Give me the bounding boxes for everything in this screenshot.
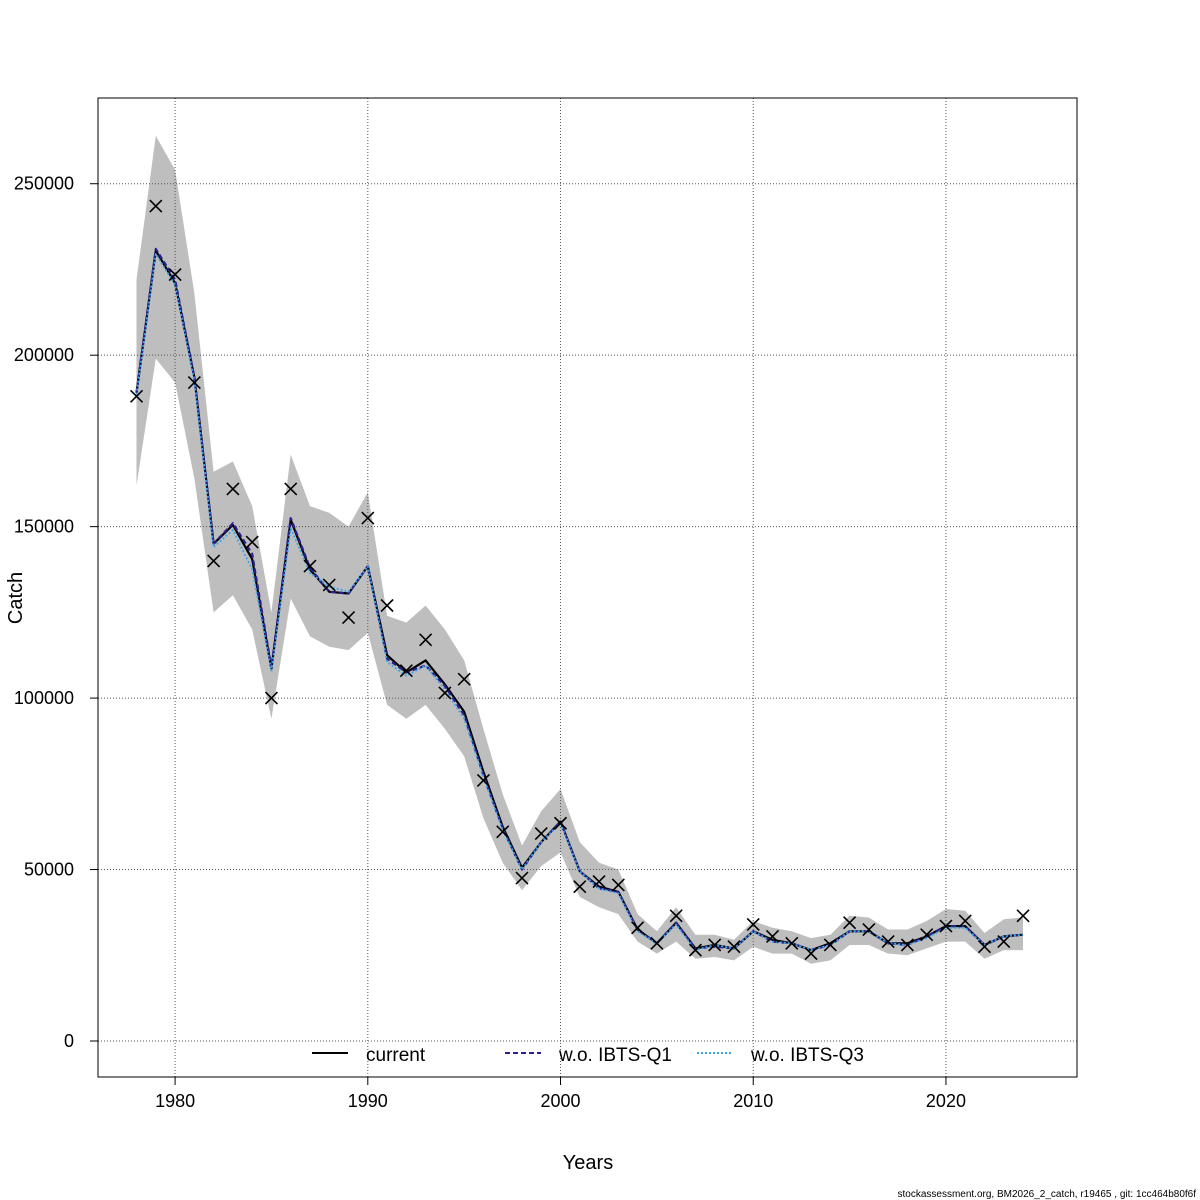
y-tick-label-250000: 250000: [14, 174, 74, 194]
series-line-current: [135, 249, 1024, 952]
observed-point-2002: [592, 874, 606, 889]
observed-point-1998: [515, 871, 529, 885]
observed-point-2023: [997, 934, 1011, 949]
observed-point-1997: [496, 825, 510, 839]
observed-point-2018: [900, 938, 914, 952]
plot-frame: [97, 97, 1078, 1078]
observed-point-1999: [534, 826, 548, 841]
observed-point-1987: [303, 559, 317, 573]
observed-point-1986: [284, 482, 298, 496]
observed-point-1988: [322, 578, 336, 592]
observed-point-2009: [727, 940, 741, 954]
observed-point-1992: [399, 664, 413, 678]
legend-label-current: current: [366, 1045, 426, 1066]
y-axis-title: Catch: [5, 572, 27, 624]
observed-point-2024: [1016, 909, 1030, 923]
observed-point-2011: [765, 929, 780, 943]
observed-point-1996: [476, 773, 490, 787]
observed-point-2021: [958, 914, 972, 928]
observed-point-1984: [245, 535, 259, 549]
observed-point-2014: [823, 938, 837, 952]
observed-point-2005: [650, 936, 664, 950]
footer-text: stockassessment.org, BM2026_2_catch, r19…: [897, 1189, 1196, 1200]
legend: current w.o. IBTS-Q1 w.o. IBTS-Q3: [312, 1045, 864, 1066]
x-tick-label-2020: 2020: [926, 1091, 966, 1111]
grid-layer: [98, 98, 1077, 1077]
observed-point-1979: [149, 199, 163, 213]
series-layer: [135, 247, 1024, 952]
legend-label-wo-ibts-q1: w.o. IBTS-Q1: [558, 1045, 672, 1066]
x-tick-label-2010: 2010: [733, 1091, 773, 1111]
x-tick-label-1980: 1980: [155, 1091, 195, 1111]
observed-point-2007: [688, 943, 702, 957]
observed-point-1995: [457, 672, 471, 686]
observed-point-2019: [920, 928, 934, 942]
series-line-w-o-ibts-q1: [135, 247, 1024, 952]
observed-point-2013: [804, 946, 818, 961]
y-tick-label-0: 0: [64, 1031, 74, 1051]
y-tick-label-100000: 100000: [14, 688, 74, 708]
observed-point-1982: [207, 554, 221, 568]
x-axis-title: Years: [563, 1152, 613, 1174]
observed-point-2001: [573, 880, 587, 894]
legend-label-wo-ibts-q3: w.o. IBTS-Q3: [750, 1045, 864, 1066]
confidence-band-layer: [136, 135, 1023, 964]
observed-points-layer: [129, 199, 1030, 961]
observed-point-2004: [631, 921, 645, 935]
observed-point-2017: [881, 934, 895, 949]
observed-point-1978: [129, 389, 144, 403]
observed-point-2020: [939, 919, 953, 933]
observed-point-2022: [977, 940, 992, 954]
observed-point-1980: [168, 268, 182, 282]
observed-point-2010: [746, 917, 760, 931]
observed-point-2016: [862, 922, 876, 937]
observed-point-2008: [708, 938, 722, 952]
y-tick-label-200000: 200000: [14, 345, 74, 365]
observed-point-1983: [226, 482, 240, 496]
series-line-w-o-ibts-q3: [135, 253, 1024, 951]
observed-point-1990: [361, 511, 375, 525]
x-tick-label-2000: 2000: [540, 1091, 580, 1111]
observed-point-1981: [187, 376, 201, 390]
observed-point-2015: [843, 916, 857, 930]
observed-point-2003: [611, 878, 625, 892]
axis-layer: 1980 1990 2000 2010 2020 0 50000 100000 150000 20…: [14, 174, 966, 1111]
observed-point-1985: [264, 691, 279, 705]
x-tick-label-1990: 1990: [348, 1091, 388, 1111]
observed-point-1994: [438, 686, 452, 700]
observed-point-2000: [553, 816, 568, 830]
observed-point-1989: [341, 610, 356, 625]
observed-point-1993: [419, 633, 433, 647]
y-tick-label-50000: 50000: [24, 860, 74, 880]
observed-point-2006: [669, 909, 683, 923]
observed-point-1991: [380, 598, 394, 613]
observed-point-2012: [785, 936, 799, 950]
y-tick-label-150000: 150000: [14, 517, 74, 537]
confidence-band: [136, 135, 1023, 964]
